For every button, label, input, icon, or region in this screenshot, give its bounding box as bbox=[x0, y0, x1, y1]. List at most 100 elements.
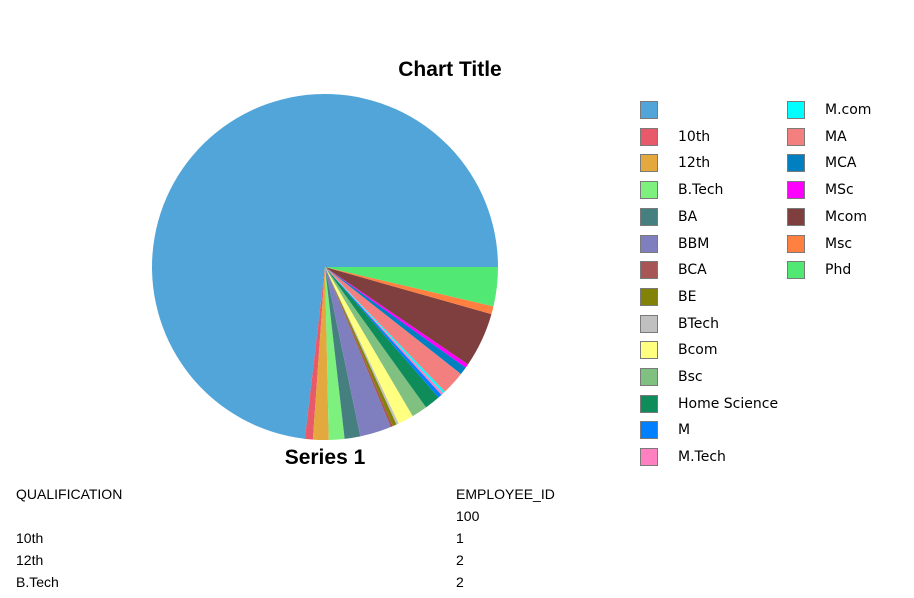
legend-item: 10th bbox=[640, 127, 710, 147]
legend-label: Home Science bbox=[678, 395, 779, 412]
legend-swatch bbox=[787, 207, 805, 226]
legend-item: Home Science bbox=[640, 394, 778, 414]
pie-slice-blank bbox=[152, 93, 498, 439]
pie-slice-10th bbox=[304, 267, 325, 440]
data-table: QUALIFICATION EMPLOYEE_ID 100 10th 1 12t… bbox=[16, 484, 716, 594]
legend-label: M.com bbox=[825, 102, 872, 118]
legend-item: BTech bbox=[640, 314, 719, 334]
table-cell-qualification: 10th bbox=[16, 530, 44, 546]
pie-slice-home-science bbox=[325, 267, 439, 408]
pie-slice-12th bbox=[312, 267, 329, 440]
legend-item: Bsc bbox=[640, 367, 703, 387]
legend-label: BTech bbox=[678, 315, 719, 332]
legend-swatch bbox=[787, 261, 805, 280]
legend-swatch bbox=[640, 127, 658, 146]
legend-swatch bbox=[640, 421, 658, 440]
legend-label: M.Tech bbox=[678, 449, 726, 466]
pie-slice-be bbox=[325, 267, 397, 427]
legend-swatch bbox=[640, 234, 658, 253]
legend-label: 12th bbox=[678, 155, 711, 172]
legend-item: BCA bbox=[640, 260, 707, 280]
table-header-employee-id: EMPLOYEE_ID bbox=[456, 486, 555, 502]
legend-item: BBM bbox=[640, 234, 709, 254]
legend-item: M.Tech bbox=[640, 447, 726, 467]
legend-swatch bbox=[787, 101, 805, 119]
legend-swatch bbox=[640, 207, 658, 226]
legend-item: BE bbox=[640, 287, 696, 307]
pie-slice-btech bbox=[325, 267, 399, 425]
legend-swatch bbox=[787, 181, 805, 200]
table-cell-qualification: B.Tech bbox=[16, 574, 59, 590]
legend-swatch bbox=[640, 394, 658, 413]
pie-slice-mca bbox=[325, 267, 466, 374]
pie-slice-msc bbox=[325, 267, 494, 315]
legend-swatch bbox=[640, 287, 658, 306]
legend-label: Bsc bbox=[678, 369, 703, 385]
pie-slice-phd bbox=[325, 267, 498, 307]
legend-swatch bbox=[640, 261, 658, 280]
table-header-qualification: QUALIFICATION bbox=[16, 486, 123, 502]
legend-item: MA bbox=[787, 127, 847, 147]
table-row: B.Tech 2 bbox=[16, 572, 716, 594]
legend-item: Bcom bbox=[640, 340, 718, 360]
legend-item: M.com bbox=[787, 100, 871, 120]
table-row: 100 bbox=[16, 506, 716, 528]
legend-swatch bbox=[640, 341, 658, 360]
table-cell-employee-id: 100 bbox=[456, 508, 480, 524]
chart-legend: 10th 12th B.Tech BA BBM BCA BE BTech Bcom Bsc Home… bbox=[640, 100, 910, 470]
legend-label: M bbox=[678, 422, 691, 439]
legend-label: BE bbox=[678, 288, 697, 305]
table-cell-qualification: 12th bbox=[16, 552, 44, 568]
legend-swatch bbox=[640, 154, 658, 173]
legend-label: BCA bbox=[678, 262, 707, 279]
legend-label: 10th bbox=[678, 128, 711, 145]
table-cell-employee-id: 1 bbox=[456, 530, 464, 546]
legend-label: MCA bbox=[825, 155, 857, 172]
legend-item: MSc bbox=[787, 180, 854, 200]
legend-item: Msc bbox=[787, 234, 852, 254]
legend-label: Phd bbox=[825, 262, 852, 279]
legend-swatch bbox=[640, 448, 658, 467]
legend-item: B.Tech bbox=[640, 180, 723, 200]
legend-item: Mcom bbox=[787, 207, 867, 227]
legend-label: Mcom bbox=[825, 208, 867, 225]
legend-swatch bbox=[787, 234, 805, 253]
pie-slice-m bbox=[325, 267, 442, 398]
pie-slice-m-tech bbox=[325, 267, 444, 395]
table-row: 10th 1 bbox=[16, 528, 716, 550]
legend-item: M bbox=[640, 420, 690, 440]
legend-item: 12th bbox=[640, 153, 710, 173]
legend-item: MCA bbox=[787, 153, 856, 173]
legend-item bbox=[640, 100, 678, 120]
series-title: Series 1 bbox=[284, 446, 366, 469]
pie-slice-bca bbox=[325, 267, 393, 428]
pie-slice-msc bbox=[325, 267, 469, 368]
pie-slice-bcom bbox=[325, 267, 413, 424]
pie-slice-ba bbox=[325, 267, 361, 439]
legend-label: BBM bbox=[678, 235, 710, 252]
pie-slice-mcom bbox=[325, 267, 492, 365]
pie-slice-bsc bbox=[325, 267, 427, 417]
table-header-row: QUALIFICATION EMPLOYEE_ID bbox=[16, 484, 716, 506]
legend-label: BA bbox=[678, 208, 698, 225]
legend-swatch bbox=[640, 368, 658, 386]
legend-swatch bbox=[640, 181, 658, 200]
table-cell-employee-id: 2 bbox=[456, 552, 464, 568]
legend-swatch bbox=[787, 154, 805, 173]
pie-slice-b-tech bbox=[325, 267, 345, 440]
legend-label: Msc bbox=[825, 235, 853, 252]
legend-label: MA bbox=[825, 128, 847, 145]
table-cell-employee-id: 2 bbox=[456, 574, 464, 590]
pie-slice-bbm bbox=[325, 267, 391, 437]
legend-label: Bcom bbox=[678, 342, 718, 359]
pie-slice-m-com bbox=[325, 267, 445, 394]
legend-swatch bbox=[640, 314, 658, 333]
legend-item: Phd bbox=[787, 260, 851, 280]
legend-swatch bbox=[787, 127, 805, 146]
legend-swatch bbox=[640, 101, 658, 119]
table-row: 12th 2 bbox=[16, 550, 716, 572]
pie-slice-ma bbox=[325, 267, 461, 392]
chart-title: Chart Title bbox=[398, 58, 502, 81]
legend-label: B.Tech bbox=[678, 182, 724, 199]
